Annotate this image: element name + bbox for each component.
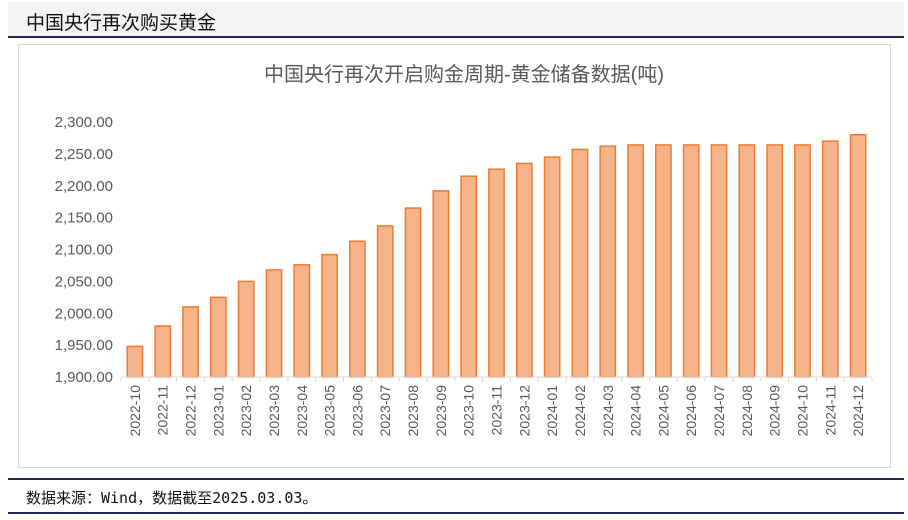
x-tick-label: 2022-10 <box>127 385 143 437</box>
x-tick-label: 2024-09 <box>767 385 783 437</box>
bar <box>571 148 589 378</box>
y-tick-label: 2,150.00 <box>55 210 113 227</box>
chart-frame: 中国央行再次开启购金周期-黄金储备数据(吨) 1,900.00 1,950.00 2… <box>18 44 891 468</box>
bar <box>599 145 617 378</box>
y-tick-label: 2,100.00 <box>55 242 113 259</box>
x-axis: 2022-10 2022-11 2022-12 2023-01 2023-02 2023-… <box>120 377 873 437</box>
bar <box>682 144 700 378</box>
bars <box>126 134 867 378</box>
y-tick-label: 2,050.00 <box>55 273 113 290</box>
section-header: 中国央行再次购买黄金 <box>8 2 904 38</box>
x-tick-label: 2023-08 <box>405 385 421 437</box>
bar <box>182 306 199 378</box>
x-tick-label: 2024-10 <box>794 385 810 437</box>
bar <box>126 345 144 378</box>
y-tick-label: 2,000.00 <box>55 305 113 322</box>
x-tick-label: 2022-11 <box>155 385 171 436</box>
section-title: 中国央行再次购买黄金 <box>26 12 217 34</box>
y-tick-label: 1,900.00 <box>55 369 113 386</box>
y-tick-label: 1,950.00 <box>55 337 113 354</box>
bar <box>432 190 450 378</box>
x-tick-label: 2024-08 <box>739 385 755 437</box>
bar <box>710 144 728 378</box>
x-tick-label: 2023-10 <box>461 385 477 437</box>
bar <box>154 325 172 378</box>
x-tick-label: 2024-04 <box>628 385 644 437</box>
bar <box>654 144 672 378</box>
bar <box>515 162 533 378</box>
bar <box>794 144 811 378</box>
x-tick-label: 2023-12 <box>516 385 532 437</box>
bar <box>404 207 422 378</box>
x-tick-label: 2023-02 <box>238 385 254 437</box>
chart-title: 中国央行再次开启购金周期-黄金储备数据(吨) <box>264 63 664 86</box>
x-tick-label: 2024-01 <box>544 385 560 437</box>
y-axis: 1,900.00 1,950.00 2,000.00 2,050.00 2,100.00… <box>55 114 113 386</box>
y-tick-label: 2,300.00 <box>55 114 113 131</box>
bar <box>237 280 255 378</box>
x-tick-label: 2022-12 <box>183 385 199 437</box>
bar-chart: 中国央行再次开启购金周期-黄金储备数据(吨) 1,900.00 1,950.00 2… <box>55 63 873 437</box>
y-tick-label: 2,250.00 <box>55 146 113 163</box>
x-tick-label: 2023-04 <box>294 385 310 437</box>
x-tick-label: 2023-03 <box>266 385 282 437</box>
x-tick-label: 2023-05 <box>322 385 338 437</box>
x-tick-label: 2023-06 <box>349 385 365 437</box>
bar <box>627 144 644 378</box>
x-tick-label: 2024-07 <box>711 385 727 437</box>
source-note: 数据来源：Wind，数据截至2025.03.03。 <box>26 489 318 507</box>
bar <box>376 225 394 378</box>
source-footer: 数据来源：Wind，数据截至2025.03.03。 <box>8 478 904 514</box>
bar <box>821 140 839 378</box>
x-tick-label: 2023-01 <box>210 385 226 437</box>
x-tick-label: 2024-12 <box>850 385 866 437</box>
chart-area: 中国央行再次开启购金周期-黄金储备数据(吨) 1,900.00 1,950.00 2… <box>8 40 904 475</box>
bar <box>349 240 366 378</box>
x-tick-label: 2024-03 <box>600 385 616 437</box>
x-tick-label: 2024-11 <box>822 385 838 436</box>
x-tick-label: 2023-11 <box>489 385 505 436</box>
x-tick-label: 2024-02 <box>572 385 588 437</box>
x-tick-label: 2024-05 <box>655 385 671 437</box>
bar <box>849 134 867 378</box>
x-tick-label: 2023-07 <box>377 385 393 437</box>
y-tick-label: 2,200.00 <box>55 178 113 195</box>
bar <box>460 175 478 378</box>
bar <box>209 296 227 378</box>
bar <box>738 144 756 378</box>
bar <box>488 168 505 378</box>
x-tick-label: 2024-06 <box>683 385 699 437</box>
bar <box>543 156 561 378</box>
bar <box>265 269 283 378</box>
bar <box>766 144 784 378</box>
bar <box>293 264 311 378</box>
bar <box>321 253 339 378</box>
x-tick-label: 2023-09 <box>433 385 449 437</box>
